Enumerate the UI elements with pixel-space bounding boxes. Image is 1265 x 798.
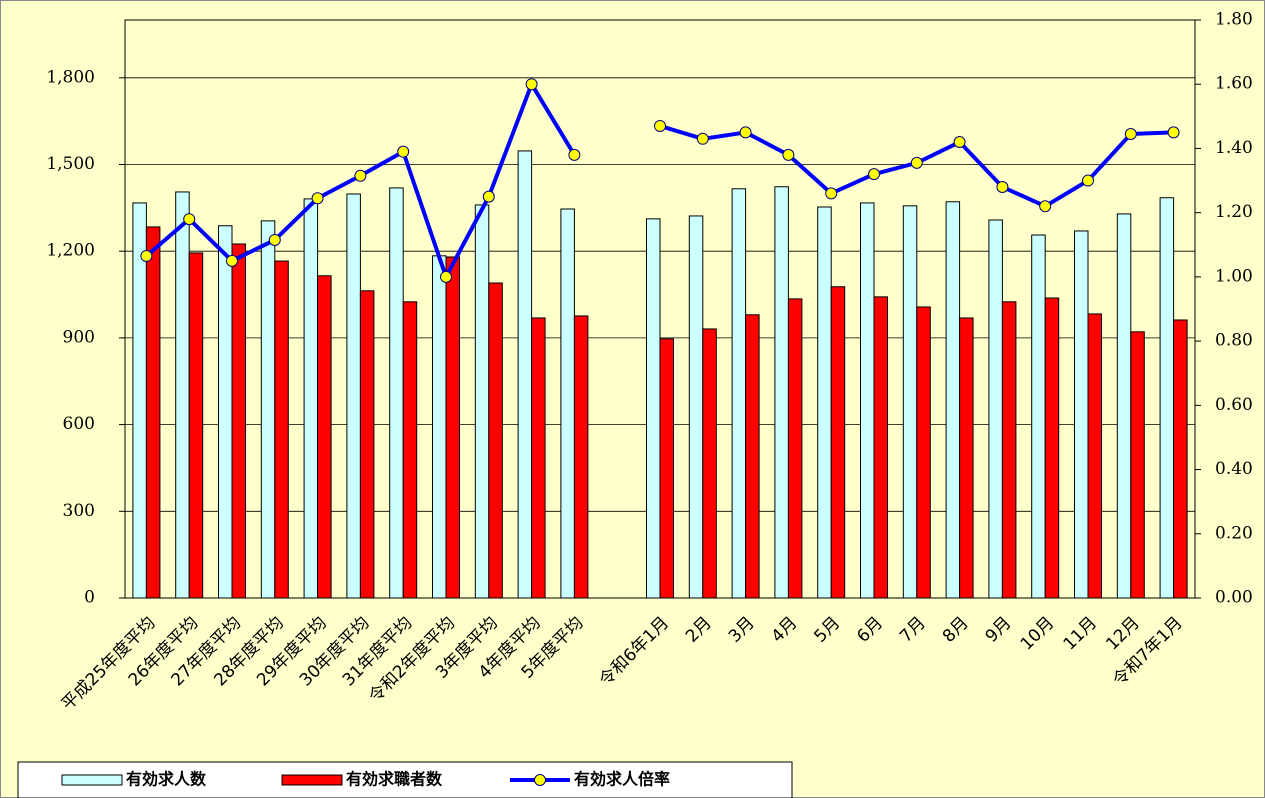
bar — [1130, 331, 1145, 599]
bar — [145, 226, 161, 599]
y-tick-label: 900 — [63, 327, 95, 347]
bar — [1001, 301, 1017, 599]
bar — [359, 290, 375, 599]
line-marker — [1039, 200, 1052, 213]
bar — [517, 150, 533, 599]
y2-tick-label: 0.60 — [1215, 395, 1253, 415]
bar — [945, 201, 961, 599]
bar — [218, 225, 233, 599]
bar — [688, 215, 704, 599]
bar — [132, 202, 147, 599]
line-marker — [739, 126, 752, 139]
bar — [260, 220, 276, 599]
bar — [959, 317, 974, 599]
bar — [317, 275, 332, 599]
bar — [1159, 197, 1175, 599]
y2-tick-label: 1.20 — [1215, 202, 1253, 222]
bar — [445, 256, 460, 599]
bar — [231, 243, 246, 599]
line-marker — [1082, 174, 1094, 187]
bar — [346, 193, 361, 599]
bar — [488, 282, 503, 599]
legend-box — [17, 761, 793, 798]
line-marker — [226, 254, 238, 267]
line-marker — [953, 136, 966, 149]
y2-tick-label: 0.20 — [1215, 523, 1253, 543]
line-marker — [1124, 127, 1137, 140]
line-marker — [782, 148, 795, 161]
y2-tick-label: 1.00 — [1215, 266, 1253, 286]
y-tick-label: 300 — [63, 501, 95, 521]
bar — [646, 218, 661, 599]
y-tick-label: 0 — [84, 588, 95, 608]
bar — [902, 205, 918, 599]
legend-label: 有効求人数 — [126, 770, 207, 789]
line-marker — [1167, 126, 1180, 139]
line-marker — [525, 78, 538, 91]
line-marker — [654, 119, 666, 132]
line-marker — [140, 250, 153, 263]
line-marker — [482, 190, 495, 203]
bar — [787, 298, 803, 599]
line-marker — [825, 187, 838, 200]
bar — [303, 198, 319, 599]
line-marker — [568, 148, 581, 161]
bar — [1087, 313, 1102, 599]
bar — [745, 314, 760, 599]
bar — [817, 206, 832, 599]
bar — [531, 317, 546, 599]
line-marker — [910, 156, 923, 169]
bar — [830, 286, 846, 599]
bar — [175, 191, 190, 599]
line-marker — [996, 180, 1009, 193]
y-tick-label: 1,500 — [46, 154, 95, 174]
bar — [873, 296, 888, 599]
bar — [1074, 230, 1089, 599]
y-tick-label: 600 — [63, 414, 95, 434]
bar — [432, 255, 447, 599]
bar — [1116, 213, 1132, 599]
bar — [988, 219, 1003, 599]
bar — [573, 315, 589, 599]
legend-swatch — [281, 774, 343, 786]
y-tick-label: 1,200 — [46, 241, 95, 261]
legend-label: 有効求職者数 — [346, 770, 443, 789]
bar — [389, 187, 404, 599]
line-marker — [183, 213, 196, 226]
bar — [731, 188, 747, 599]
bar — [1173, 319, 1188, 599]
line-marker — [268, 233, 281, 246]
line-marker — [397, 145, 410, 158]
line-marker — [696, 132, 709, 145]
y2-tick-label: 0.00 — [1215, 588, 1253, 608]
bar — [774, 186, 789, 599]
bar — [402, 301, 418, 599]
y2-tick-label: 1.60 — [1215, 74, 1253, 94]
legend-swatch — [61, 774, 123, 786]
bar — [1031, 234, 1046, 599]
bar — [1044, 297, 1060, 599]
line-marker — [311, 192, 324, 205]
line-marker — [354, 169, 367, 182]
bar — [860, 202, 875, 599]
y2-tick-label: 1.40 — [1215, 138, 1253, 158]
bar — [474, 204, 490, 599]
line-marker — [440, 270, 452, 283]
y2-tick-label: 0.80 — [1215, 331, 1253, 351]
bar — [560, 208, 575, 599]
y2-tick-label: 1.80 — [1215, 10, 1253, 30]
legend-marker — [534, 774, 546, 786]
bar — [274, 260, 289, 599]
bar — [916, 306, 931, 599]
y2-tick-label: 0.40 — [1215, 459, 1253, 479]
y-tick-label: 1,800 — [46, 67, 95, 87]
bar — [659, 338, 674, 599]
bar — [702, 328, 717, 599]
line-marker — [868, 168, 880, 181]
bar — [188, 252, 204, 599]
legend-label: 有効求人倍率 — [574, 770, 670, 789]
